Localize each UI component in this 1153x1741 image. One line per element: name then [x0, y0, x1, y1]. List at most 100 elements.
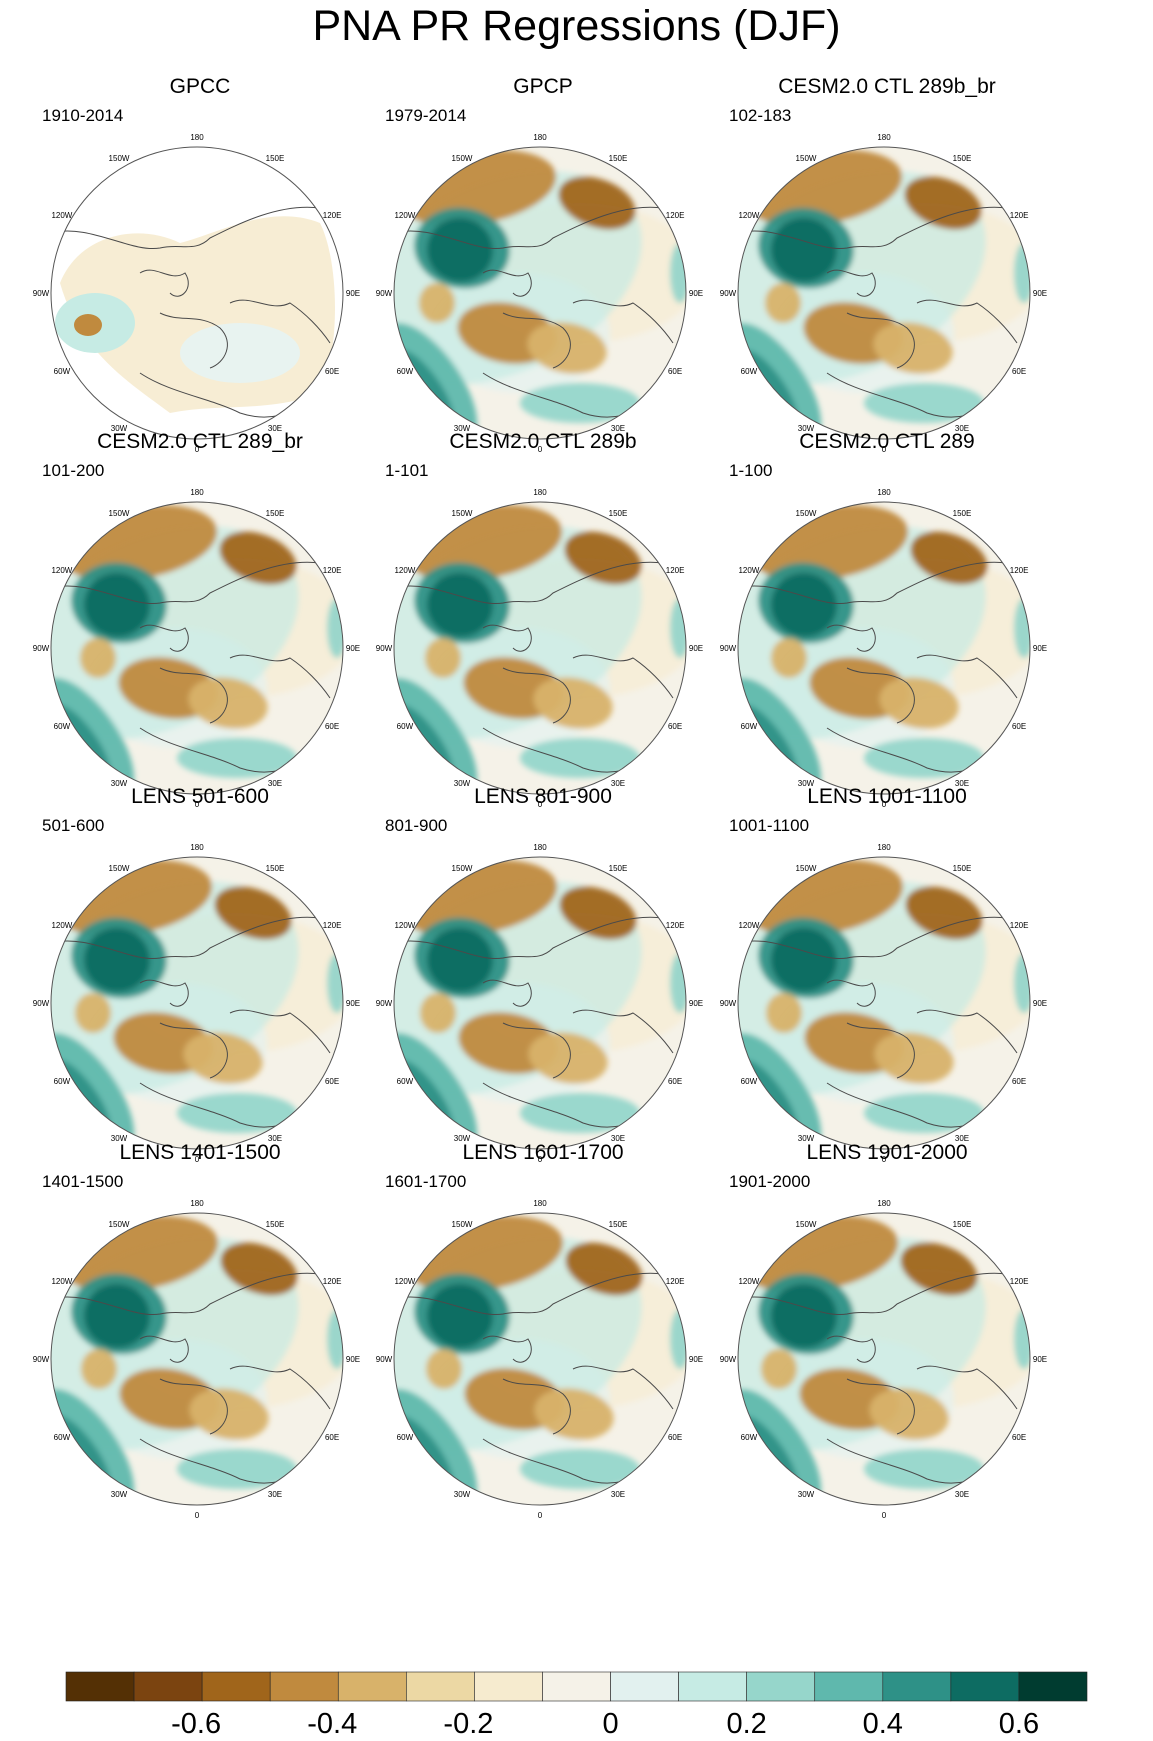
colorbar-label: 0.6: [999, 1708, 1039, 1740]
longitude-label: 150E: [266, 1220, 285, 1229]
polar-map: 180 150E 120E 90E 60E 30E 0 30W 60W 90W 120W 150W: [376, 488, 703, 809]
colorbar-swatch: [1018, 1671, 1088, 1702]
longitude-label: 60E: [668, 367, 682, 376]
longitude-label: 180: [877, 1199, 891, 1208]
longitude-label: 60W: [741, 1433, 758, 1442]
longitude-label: 60W: [54, 1433, 71, 1442]
longitude-label: 90E: [346, 289, 360, 298]
colorbar-label: 0.4: [863, 1708, 903, 1740]
longitude-label: 120W: [738, 211, 759, 220]
longitude-label: 150E: [953, 1220, 972, 1229]
panel-years: 1901-2000: [729, 1172, 811, 1191]
colorbar-swatch: [65, 1671, 135, 1702]
longitude-label: 90E: [1033, 999, 1047, 1008]
longitude-label: 120W: [394, 921, 415, 930]
longitude-label: 0: [195, 800, 200, 809]
longitude-label: 30W: [111, 1490, 128, 1499]
colorbar-label: -0.2: [443, 1708, 493, 1740]
map-panel: CESM2.0 CTL 289b_br 180 150E 120E 90E 60E 30E 0…: [707, 75, 1067, 475]
panel-years: 1-101: [385, 461, 429, 480]
longitude-label: 150W: [452, 1220, 473, 1229]
map-panel: CESM2.0 CTL 289_br 180 150E 120E 90E 60E 30E 0 3…: [20, 430, 380, 830]
panel-years: 1601-1700: [385, 1172, 467, 1191]
longitude-label: 120E: [666, 566, 685, 575]
longitude-label: 0: [538, 1511, 543, 1520]
panel-years: 1401-1500: [42, 1172, 124, 1191]
longitude-label: 90E: [1033, 289, 1047, 298]
longitude-label: 90W: [33, 289, 50, 298]
panel-title: LENS 1401-1500: [119, 1141, 281, 1164]
longitude-label: 150E: [266, 509, 285, 518]
longitude-label: 0: [195, 445, 200, 454]
longitude-label: 60E: [668, 1433, 682, 1442]
longitude-label: 150E: [609, 509, 628, 518]
panel-years: 102-183: [729, 106, 792, 125]
longitude-label: 150W: [109, 154, 130, 163]
longitude-label: 120E: [1010, 1277, 1029, 1286]
longitude-label: 0: [882, 445, 887, 454]
longitude-label: 30E: [611, 424, 625, 433]
longitude-label: 30E: [611, 1490, 625, 1499]
longitude-label: 30E: [955, 424, 969, 433]
panel-title: CESM2.0 CTL 289: [799, 430, 975, 453]
longitude-label: 120W: [51, 921, 72, 930]
longitude-label: 150W: [452, 864, 473, 873]
longitude-label: 150E: [953, 864, 972, 873]
longitude-label: 30E: [268, 779, 282, 788]
polar-map: 180 150E 120E 90E 60E 30E 0 30W 60W 90W 120W 150W: [33, 1199, 360, 1520]
longitude-label: 30W: [111, 779, 128, 788]
panel-years: 1-100: [729, 461, 773, 480]
longitude-label: 30W: [798, 1134, 815, 1143]
longitude-label: 180: [190, 1199, 204, 1208]
longitude-label: 30E: [268, 1134, 282, 1143]
longitude-label: 90W: [33, 644, 50, 653]
panel-years: 101-200: [42, 461, 105, 480]
longitude-label: 60W: [54, 1077, 71, 1086]
longitude-label: 30W: [454, 1490, 471, 1499]
longitude-label: 120E: [666, 1277, 685, 1286]
longitude-label: 30E: [268, 1490, 282, 1499]
longitude-label: 0: [195, 1155, 200, 1164]
longitude-label: 30E: [611, 779, 625, 788]
longitude-label: 30W: [454, 1134, 471, 1143]
polar-map: 180 150E 120E 90E 60E 30E 0 30W 60W 90W 120W 150W: [33, 843, 360, 1164]
longitude-label: 90W: [720, 644, 737, 653]
longitude-label: 90W: [720, 999, 737, 1008]
longitude-label: 180: [190, 488, 204, 497]
colorbar-swatch: [814, 1671, 884, 1702]
panel-title: LENS 1901-2000: [806, 1141, 968, 1164]
longitude-label: 60E: [1012, 1077, 1026, 1086]
longitude-label: 120W: [394, 1277, 415, 1286]
longitude-label: 120E: [1010, 211, 1029, 220]
colorbar-swatch: [950, 1671, 1020, 1702]
longitude-label: 60W: [397, 1433, 414, 1442]
panel-title: GPCC: [169, 75, 231, 98]
longitude-label: 30E: [611, 1134, 625, 1143]
polar-map: 180 150E 120E 90E 60E 30E 0 30W 60W 90W 120W 150W: [376, 133, 703, 454]
longitude-label: 60E: [1012, 367, 1026, 376]
map-panel: LENS 1401-1500 180 150E 120E 90E 60E 30E 0 30W 60…: [20, 1141, 380, 1541]
panel-title: CESM2.0 CTL 289b_br: [778, 75, 996, 98]
longitude-label: 0: [195, 1511, 200, 1520]
polar-map: 180 150E 120E 90E 60E 30E 0 30W 60W 90W 120W 150W: [33, 488, 360, 809]
longitude-label: 90W: [720, 1355, 737, 1364]
longitude-label: 0: [882, 1155, 887, 1164]
longitude-label: 90E: [1033, 1355, 1047, 1364]
longitude-label: 180: [533, 843, 547, 852]
longitude-label: 30E: [955, 779, 969, 788]
map-panel: CESM2.0 CTL 289 180 150E 120E 90E 60E 30E 0 30W 6…: [707, 430, 1067, 830]
longitude-label: 90E: [346, 1355, 360, 1364]
longitude-label: 150W: [109, 864, 130, 873]
longitude-label: 90W: [33, 1355, 50, 1364]
map-panel: LENS 1901-2000 180 150E 120E 90E 60E 30E 0 30W 60…: [707, 1141, 1067, 1541]
longitude-label: 120W: [738, 1277, 759, 1286]
panel-title: LENS 801-900: [474, 785, 612, 808]
longitude-label: 120E: [666, 921, 685, 930]
longitude-label: 150W: [796, 509, 817, 518]
longitude-label: 90E: [689, 999, 703, 1008]
panel-title: LENS 501-600: [131, 785, 269, 808]
colorbar-swatch: [406, 1671, 475, 1702]
longitude-label: 180: [190, 133, 204, 142]
longitude-label: 120W: [394, 211, 415, 220]
figure-title: PNA PR Regressions (DJF): [312, 2, 841, 50]
